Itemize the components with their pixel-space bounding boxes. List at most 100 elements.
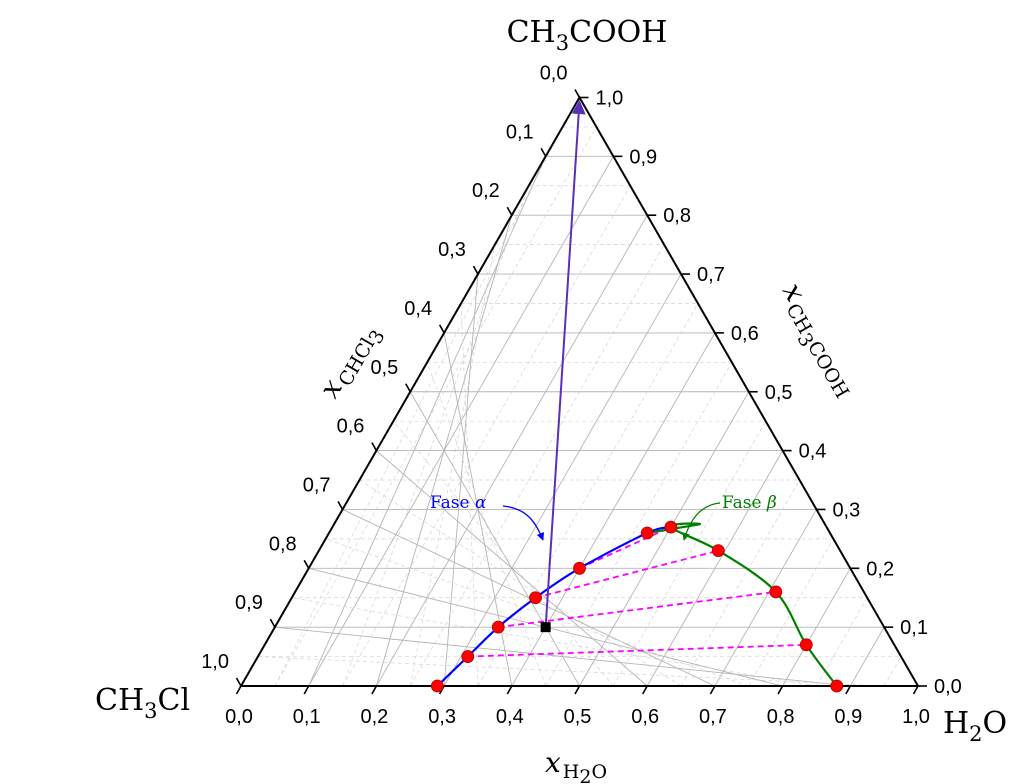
tick-label-bottom: 0,7 — [699, 706, 727, 728]
tie-line — [498, 590, 776, 629]
tick-label-right: 0,2 — [866, 558, 894, 580]
phase-beta-point — [664, 520, 678, 534]
tick-label-bottom: 1,0 — [902, 706, 930, 728]
grid-line — [782, 568, 851, 687]
phase-beta-point — [830, 679, 844, 693]
tick-label-left: 0,5 — [370, 357, 398, 379]
tick-mark-left — [235, 677, 242, 687]
tick-label-right: 0,9 — [629, 146, 657, 168]
svg-text:Fase α: Fase α — [430, 493, 487, 513]
tick-mark-left — [472, 265, 479, 275]
phase-beta-point — [769, 585, 783, 599]
grid-line — [816, 597, 868, 687]
tick-label-right: 0,5 — [765, 382, 793, 404]
svg-text:Fase β: Fase β — [722, 493, 777, 513]
tick-label-right: 0,3 — [832, 499, 860, 521]
tick-mark-bottom — [709, 685, 716, 695]
tick-mark-bottom — [574, 685, 581, 695]
tick-mark-bottom — [845, 685, 851, 695]
tick-label-bottom: 0,0 — [225, 706, 253, 728]
phase-alpha-point — [430, 679, 444, 693]
grid-lines — [257, 126, 902, 687]
grid-line — [409, 244, 665, 687]
tie-line — [535, 549, 719, 599]
tick-label-right: 0,8 — [663, 205, 691, 227]
tick-label-bottom: 0,5 — [564, 706, 592, 728]
grid-line — [613, 421, 766, 687]
grid-line — [646, 450, 783, 687]
tick-label-right: 1,0 — [596, 88, 624, 110]
tick-label-bottom: 0,4 — [496, 706, 524, 728]
tick-label-left: 0,4 — [404, 298, 432, 320]
tie-line — [467, 643, 807, 658]
tick-mark-left — [574, 89, 581, 98]
phase-beta-point — [711, 544, 725, 558]
tie-line — [579, 526, 672, 570]
tick-mark-bottom — [235, 685, 242, 695]
grid-line — [274, 626, 851, 687]
phase-beta-curve — [647, 522, 838, 687]
grid-line — [409, 391, 580, 687]
tick-mark-bottom — [912, 685, 919, 695]
grid-line — [477, 303, 699, 687]
phase-alpha-point — [573, 561, 586, 575]
tick-label-bottom: 0,1 — [293, 706, 321, 728]
tick-mark-left — [337, 501, 344, 510]
tick-mark-bottom — [371, 685, 378, 695]
vertex-label-right: H2O — [943, 706, 1007, 746]
phase-alpha-point — [640, 526, 654, 540]
tick-mark-bottom — [642, 685, 648, 695]
tick-mark-left — [506, 206, 513, 216]
tick-label-left: 0,7 — [303, 474, 331, 496]
tie-lines — [467, 526, 807, 658]
phase-beta-annotation: Fase β — [682, 493, 777, 541]
tick-label-left: 0,0 — [540, 63, 568, 85]
tick-label-left: 0,9 — [235, 592, 263, 614]
data-points — [430, 520, 844, 693]
tick-marks: 0,0 0,0 0,0 0,1 0,1 0,1 0,2 0,2 0,2 0,3 0,3 0,3 0,4 0… — [201, 63, 962, 729]
tick-label-bottom: 0,6 — [631, 706, 659, 728]
tick-label-right: 0,6 — [731, 323, 759, 345]
tick-label-left: 0,2 — [472, 180, 500, 202]
tick-mark-left — [405, 383, 411, 393]
mixing-arrow-layer — [544, 100, 586, 628]
phase-alpha-annotation: Fase α — [430, 493, 545, 541]
grid-line — [342, 185, 631, 687]
grid-line — [325, 538, 749, 687]
tick-label-bottom: 0,3 — [428, 706, 456, 728]
tick-mark-bottom — [506, 685, 513, 695]
tick-label-left: 0,6 — [337, 416, 365, 438]
tick-mark-left — [371, 442, 378, 451]
grid-line — [748, 538, 834, 687]
vertex-label-top: CH3COOH — [507, 15, 668, 55]
grid-line — [274, 126, 597, 687]
tick-label-left: 0,8 — [269, 533, 297, 555]
tick-label-bottom: 0,2 — [360, 706, 388, 728]
phase-beta-point — [799, 638, 813, 652]
tick-label-left: 0,3 — [438, 239, 466, 261]
tick-label-right: 0,0 — [934, 676, 962, 698]
tick-mark-left — [303, 559, 310, 569]
grid-line — [680, 479, 800, 687]
grid-line — [359, 479, 682, 687]
grid-line — [545, 362, 733, 687]
tick-label-right: 0,4 — [799, 441, 827, 463]
grid-line — [291, 597, 817, 687]
vertex-label-left: CH3Cl — [95, 683, 190, 723]
mixing-arrow — [544, 100, 586, 628]
tick-label-left: 0,1 — [506, 121, 534, 143]
grid-line — [883, 656, 902, 687]
tick-label-right: 0,1 — [900, 617, 928, 639]
tick-label-right: 0,7 — [697, 264, 725, 286]
axis-label-bottom: x H2O — [545, 746, 607, 784]
tick-mark-left — [540, 147, 547, 157]
phase-alpha-curve — [436, 526, 672, 687]
phase-alpha-point — [529, 591, 542, 605]
phase-alpha-point — [461, 650, 475, 663]
phase-alpha-point — [491, 620, 505, 634]
grid-line — [376, 450, 648, 687]
grid-line — [426, 362, 546, 687]
phase-curves — [436, 522, 838, 687]
